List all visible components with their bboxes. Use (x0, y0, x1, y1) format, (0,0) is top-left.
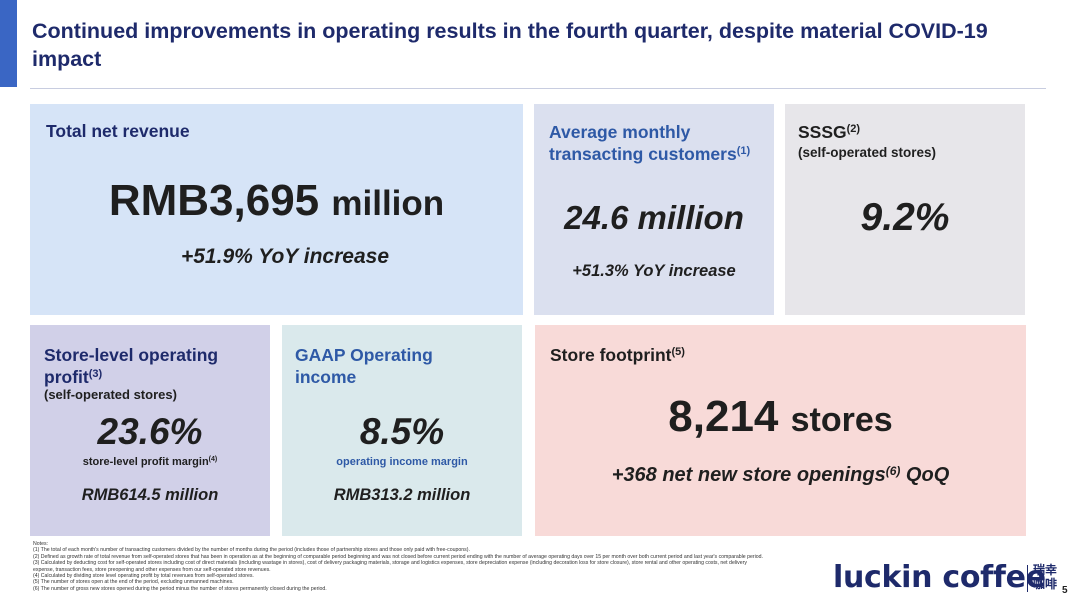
store-footprint-heading: Store footprint(5) (550, 344, 685, 366)
revenue-value-amount: RMB3,695 (108, 176, 320, 225)
store-profit-heading: Store-level operating profit(3) (44, 344, 218, 388)
page-title: Continued improvements in operating resu… (32, 19, 988, 71)
customers-note-ref: (1) (736, 145, 751, 157)
footnote-line: Notes: (33, 541, 48, 547)
logo-divider (1027, 565, 1028, 592)
gaap-heading: GAAP Operating income (295, 344, 433, 388)
store-profit-heading-line1: Store-level operating (44, 345, 219, 365)
store-footprint-heading-text: Store footprint (550, 345, 672, 365)
gaap-margin-value: 8.5% (359, 411, 445, 452)
store-change-suffix: QoQ (900, 464, 950, 486)
customers-heading-line1: Average monthly (549, 122, 691, 142)
card-sssg: SSSG(2) (self-operated stores) 9.2% (785, 104, 1025, 315)
footnotes: Notes: (1) The total of each month's num… (33, 541, 833, 592)
revenue-heading: Total net revenue (46, 121, 190, 141)
store-profit-note-ref: (3) (88, 368, 103, 380)
footnote-line: expense, transaction fees, store preopen… (33, 566, 271, 573)
card-total-net-revenue: Total net revenue RMB3,695 million +51.9… (30, 104, 523, 315)
customers-value: 24.6 million (564, 199, 744, 236)
revenue-yoy: +51.9% YoY increase (180, 245, 389, 268)
luckin-coffee-logo: luckin coffee (833, 560, 1046, 595)
logo-cn-line1: 瑞幸 (1033, 563, 1058, 577)
footnote-line: (6) The number of gross new stores opene… (33, 585, 327, 592)
card-store-level-operating-profit: Store-level operating profit(3) (self-op… (30, 325, 270, 536)
title-accent-bar (0, 0, 17, 87)
store-profit-caption-text: store-level profit margin (82, 456, 209, 468)
gaap-amount: RMB313.2 million (333, 486, 471, 504)
footnote-line: (2) Defined as growth rate of total reve… (33, 553, 763, 560)
sssg-subheading: (self-operated stores) (798, 145, 937, 160)
footnote-line: (5) The number of stores open at the end… (33, 579, 234, 586)
footnote-line: (3) Calculated by deducting cost for sel… (33, 560, 747, 567)
store-footprint-change: +368 net new store openings(6) QoQ (535, 464, 1026, 487)
customers-heading: Average monthly transacting customers(1) (549, 121, 750, 165)
store-count: 8,214 (668, 392, 779, 441)
card-monthly-transacting-customers: Average monthly transacting customers(1)… (534, 104, 774, 315)
store-profit-caption-ref: (4) (208, 456, 218, 463)
store-footprint-note-ref: (5) (671, 346, 685, 358)
gaap-heading-line2: income (295, 367, 357, 387)
card-gaap-operating-income: GAAP Operating income 8.5% operating inc… (282, 325, 522, 536)
page-number: 5 (1062, 585, 1068, 596)
store-profit-amount: RMB614.5 million (81, 486, 219, 504)
store-change-text: +368 net new store openings (611, 464, 886, 486)
customers-yoy: +51.3% YoY increase (572, 262, 736, 280)
customers-heading-line2: transacting customers (549, 144, 737, 164)
footnote-line: (1) The total of each month's number of … (33, 547, 470, 554)
store-profit-margin-value: 23.6% (97, 411, 203, 452)
gaap-margin-caption: operating income margin (336, 456, 468, 468)
sssg-note-ref: (2) (846, 123, 861, 135)
footnote-line: (4) Calculated by dividing store level o… (33, 573, 254, 580)
card-store-footprint: Store footprint(5) 8,214 stores +368 net… (535, 325, 1026, 536)
store-profit-heading-line2: profit (44, 367, 89, 387)
store-footprint-value: 8,214 stores (535, 392, 1026, 442)
store-change-ref: (6) (885, 464, 901, 478)
logo-cn-line2: 咖啡 (1033, 577, 1058, 591)
logo-chinese-text: 瑞幸 咖啡 (1033, 563, 1061, 591)
revenue-value-unit: million (331, 184, 445, 223)
store-profit-margin-caption: store-level profit margin(4) (30, 456, 270, 468)
sssg-heading-text: SSSG (798, 122, 847, 142)
sssg-value: 9.2% (860, 196, 950, 239)
sssg-heading: SSSG(2) (798, 121, 860, 143)
title-divider (30, 88, 1046, 89)
store-count-unit: stores (790, 401, 893, 439)
store-profit-subheading: (self-operated stores) (44, 387, 177, 402)
gaap-heading-line1: GAAP Operating (295, 345, 433, 365)
revenue-value: RMB3,695 million (30, 176, 523, 226)
